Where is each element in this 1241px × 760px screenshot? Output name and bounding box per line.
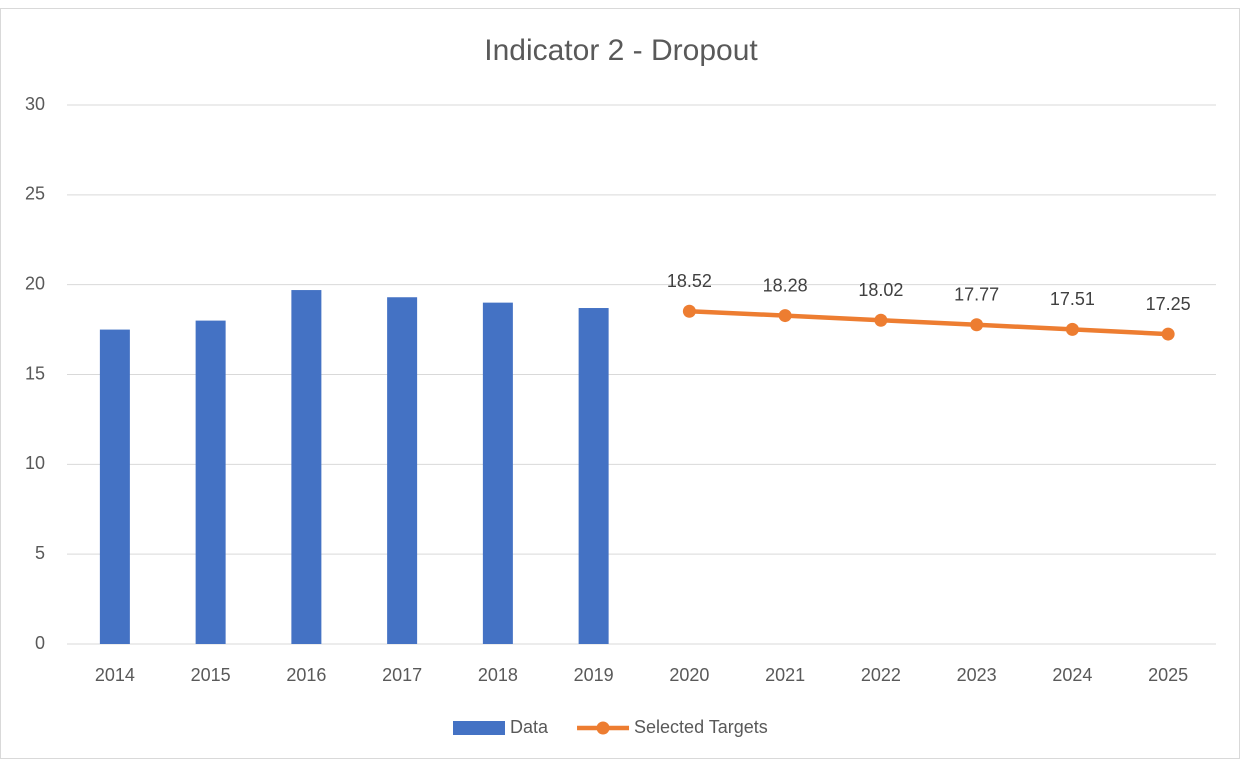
x-tick-label: 2023 <box>957 665 997 685</box>
y-tick-label: 20 <box>25 273 45 293</box>
y-tick-label: 5 <box>35 543 45 563</box>
legend-swatch <box>453 721 505 735</box>
bar <box>387 297 418 644</box>
data-label: 17.51 <box>1050 289 1095 309</box>
x-tick-label: 2016 <box>286 665 326 685</box>
bar <box>578 308 609 644</box>
x-tick-label: 2015 <box>191 665 231 685</box>
bar <box>482 302 513 644</box>
data-label: 18.52 <box>667 271 712 291</box>
marker <box>778 309 792 323</box>
x-tick-label: 2019 <box>574 665 614 685</box>
legend-label: Data <box>510 717 549 737</box>
y-tick-label: 10 <box>25 453 45 473</box>
y-tick-label: 0 <box>35 633 45 653</box>
x-tick-label: 2025 <box>1148 665 1188 685</box>
line <box>689 309 1169 337</box>
x-tick-label: 2014 <box>95 665 135 685</box>
data-label: 18.02 <box>858 280 903 300</box>
x-tick-label: 2017 <box>382 665 422 685</box>
marker <box>970 318 984 332</box>
legend-swatch <box>596 721 610 735</box>
marker <box>682 304 696 318</box>
bar <box>99 329 130 644</box>
x-tick-label: 2022 <box>861 665 901 685</box>
marker <box>1161 327 1175 341</box>
x-tick-label: 2021 <box>765 665 805 685</box>
data-label: 17.25 <box>1146 294 1191 314</box>
x-tick-label: 2020 <box>669 665 709 685</box>
chart-border <box>0 8 1240 759</box>
y-tick-label: 15 <box>25 363 45 383</box>
bar <box>195 320 226 644</box>
x-tick-label: 2024 <box>1052 665 1092 685</box>
y-tick-label: 25 <box>25 184 45 204</box>
y-tick-label: 30 <box>25 94 45 114</box>
bar <box>291 290 322 644</box>
marker <box>874 313 888 327</box>
marker <box>1065 322 1079 336</box>
x-tick-label: 2018 <box>478 665 518 685</box>
data-label: 18.28 <box>763 275 808 295</box>
legend-label: Selected Targets <box>634 717 768 737</box>
chart-title: Indicator 2 - Dropout <box>484 34 758 67</box>
data-label: 17.77 <box>954 284 999 304</box>
